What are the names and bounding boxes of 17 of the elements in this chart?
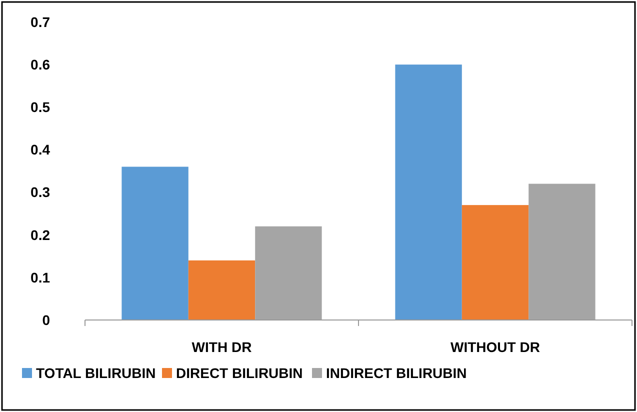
y-tick-label: 0.1 <box>30 269 50 286</box>
legend-label: TOTAL BILIRUBIN <box>36 364 156 381</box>
y-tick-label: 0 <box>42 312 50 328</box>
y-tick-label: 0.4 <box>30 142 50 158</box>
y-tick-label: 0.7 <box>30 14 50 30</box>
bar <box>188 260 256 320</box>
bar <box>395 64 462 320</box>
y-tick-label: 0.5 <box>30 99 50 116</box>
x-tick-label: WITH DR <box>192 339 252 355</box>
y-tick-label: 0.2 <box>30 226 50 243</box>
x-tick-label: WITHOUT DR <box>450 339 540 355</box>
bar <box>462 205 529 320</box>
y-tick-label: 0.3 <box>30 184 50 200</box>
legend-label: INDIRECT BILIRUBIN <box>326 364 467 381</box>
legend-label: DIRECT BILIRUBIN <box>176 364 303 381</box>
y-tick-label: 0.6 <box>30 56 50 72</box>
bar <box>122 166 188 320</box>
